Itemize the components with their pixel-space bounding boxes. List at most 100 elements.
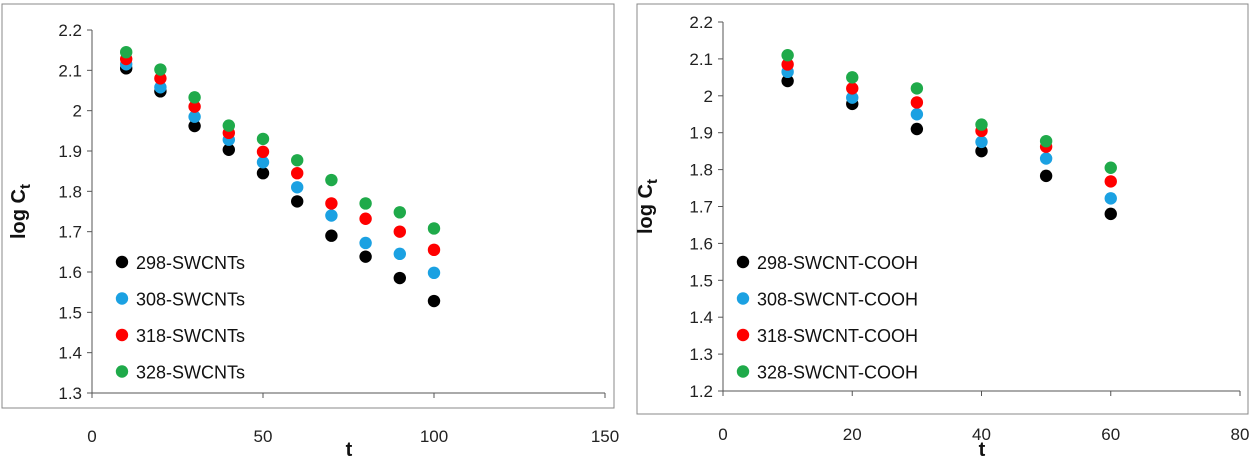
x-tick-labels: 0 50 100 150 [87, 393, 619, 446]
legend-marker [115, 365, 129, 378]
data-point-318-swcnts [393, 225, 406, 238]
y-tick-label: 1.8 [689, 161, 713, 180]
data-point-298-swcnts [188, 119, 201, 133]
y-tick-label: 1.4 [58, 344, 82, 363]
data-point-298-swcnt-cooh [1039, 169, 1053, 183]
data-point-328-swcnts [256, 132, 270, 146]
data-point-298-swcnts [427, 294, 441, 308]
chart-swcnt-cooh: 1.2 1.3 1.4 1.5 1.6 1.7 1.8 1.9 2 2.1 2.2 0 20 40 60 8… [635, 3, 1249, 460]
data-point-328-swcnts [188, 91, 201, 104]
data-point-328-swcnts [291, 154, 304, 167]
data-point-328-swcnts [154, 63, 167, 76]
data-point-318-swcnt-cooh [910, 96, 924, 109]
plot-area-frame [1, 3, 615, 409]
data-point-308-swcnt-cooh [1104, 192, 1117, 205]
data-point-298-swcnts [359, 250, 372, 263]
legend-label: 328-SWCNT-COOH [757, 363, 918, 383]
x-tick-label: 0 [718, 425, 727, 444]
legend-marker [115, 328, 129, 342]
data-point-328-swcnt-cooh [1104, 161, 1117, 174]
y-tick-label: 1.9 [58, 142, 82, 161]
x-axis-label: t [979, 439, 986, 460]
y-tick-label: 1.5 [689, 271, 713, 290]
legend: 298-SWCNTs 308-SWCNTs 318-SWCNTs 328-SWCNTs [115, 253, 245, 383]
data-point-298-swcnts [222, 143, 235, 156]
data-points [781, 49, 1117, 221]
y-axis-label-subscript: t [644, 179, 661, 184]
y-tick-label: 2 [73, 102, 82, 121]
y-tick-label: 2.2 [689, 13, 713, 32]
data-point-318-swcnts [188, 100, 201, 113]
data-point-308-swcnt-cooh [1039, 152, 1053, 165]
y-axis-label-subscript: t [17, 184, 34, 189]
legend-label: 328-SWCNTs [136, 363, 245, 383]
x-tick-label: 0 [87, 427, 96, 446]
y-tick-label: 1.3 [58, 384, 82, 403]
data-point-318-swcnt-cooh [846, 82, 859, 95]
data-point-298-swcnt-cooh [910, 122, 924, 136]
data-point-298-swcnts [393, 271, 406, 285]
data-point-318-swcnt-cooh [781, 58, 794, 71]
data-point-318-swcnts [325, 197, 338, 210]
x-tick-labels: 0 20 40 60 80 [718, 391, 1249, 444]
data-point-308-swcnts [154, 81, 167, 94]
x-tick-label: 60 [1101, 425, 1120, 444]
y-tick-label: 1.5 [58, 303, 82, 322]
data-point-328-swcnt-cooh [910, 82, 924, 95]
legend-label: 298-SWCNTs [136, 253, 245, 273]
y-axis-label-main: log C [635, 184, 657, 234]
legend-label: 298-SWCNT-COOH [757, 253, 918, 273]
data-point-318-swcnts [291, 166, 304, 180]
y-tick-label: 1.9 [689, 124, 713, 143]
y-tick-labels: 1.3 1.4 1.5 1.6 1.7 1.8 1.9 2 2.1 2.2 [58, 21, 92, 403]
data-point-328-swcnt-cooh [1039, 134, 1053, 148]
y-tick-label: 1.2 [689, 382, 713, 401]
data-point-308-swcnts [359, 236, 372, 250]
y-tick-label: 1.8 [58, 182, 82, 201]
x-tick-label: 50 [254, 427, 273, 446]
y-tick-label: 1.7 [58, 223, 82, 242]
data-point-298-swcnts [291, 195, 304, 208]
data-point-328-swcnt-cooh [781, 49, 794, 62]
legend-label: 308-SWCNTs [136, 290, 245, 310]
legend-label: 318-SWCNT-COOH [757, 326, 918, 346]
data-point-308-swcnt-cooh [846, 91, 859, 104]
data-points [120, 45, 441, 308]
data-point-328-swcnt-cooh [846, 71, 859, 84]
y-tick-label: 2.1 [58, 61, 82, 80]
legend-label: 318-SWCNTs [136, 326, 245, 346]
y-axis-label: log Ct [8, 184, 34, 239]
data-point-328-swcnt-cooh [975, 118, 988, 131]
data-point-318-swcnts [154, 72, 167, 85]
y-tick-labels: 1.2 1.3 1.4 1.5 1.6 1.7 1.8 1.9 2 2.1 2.2 [689, 13, 723, 401]
chart-swcnts: 1.3 1.4 1.5 1.6 1.7 1.8 1.9 2 2.1 2.2 0 50 100 150 2… [1, 3, 619, 460]
data-point-318-swcnts [256, 145, 270, 159]
x-tick-label: 20 [843, 425, 862, 444]
data-point-308-swcnt-cooh [910, 108, 924, 121]
data-point-328-swcnts [359, 197, 372, 210]
y-tick-label: 1.4 [689, 308, 713, 327]
legend-marker [115, 292, 129, 305]
y-tick-label: 1.6 [689, 234, 713, 253]
data-point-308-swcnts [393, 247, 406, 261]
x-tick-label: 150 [591, 427, 619, 446]
x-tick-label: 80 [1231, 425, 1250, 444]
data-point-318-swcnts [427, 243, 441, 257]
y-tick-label: 1.7 [689, 198, 713, 217]
legend-marker [736, 328, 750, 342]
y-tick-label: 1.3 [689, 345, 713, 364]
x-tick-label: 100 [420, 427, 448, 446]
legend-label: 308-SWCNT-COOH [757, 290, 918, 310]
data-point-298-swcnt-cooh [1104, 207, 1117, 221]
data-point-298-swcnt-cooh [975, 144, 988, 158]
data-point-318-swcnt-cooh [1104, 175, 1117, 188]
data-point-328-swcnts [120, 45, 133, 59]
y-tick-label: 1.6 [58, 263, 82, 282]
data-point-298-swcnts [256, 166, 270, 180]
data-point-318-swcnts [359, 212, 372, 225]
y-axis-label: log Ct [635, 179, 661, 234]
data-point-328-swcnts [222, 119, 235, 132]
legend-marker [115, 255, 129, 269]
y-tick-label: 2.1 [689, 50, 713, 69]
